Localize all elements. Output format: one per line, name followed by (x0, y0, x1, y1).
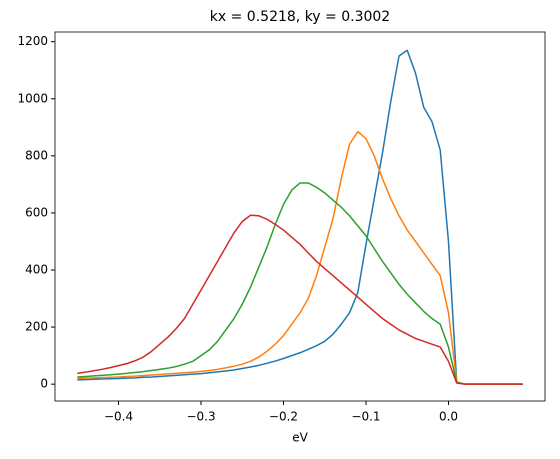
data-line (77, 130, 523, 385)
chart-title: kx = 0.5218, ky = 0.3002 (210, 9, 390, 25)
y-tick-label: 0 (40, 377, 48, 391)
plot-frame (54, 31, 546, 402)
x-tick-label: −0.3 (186, 410, 215, 424)
y-tick-label: 1000 (17, 91, 48, 105)
y-tick-label: 200 (25, 320, 48, 334)
y-tick-label: 1200 (17, 34, 48, 48)
y-tick-label: 600 (25, 205, 48, 219)
y-tick-label: 800 (25, 148, 48, 162)
data-line (77, 214, 523, 385)
x-tick-label: −0.4 (104, 410, 133, 424)
y-tick-label: 400 (25, 263, 48, 277)
x-tick-label: 0.0 (439, 410, 458, 424)
data-line (77, 182, 523, 385)
data-line (77, 49, 523, 385)
x-axis-label: eV (292, 431, 308, 445)
x-tick-label: −0.2 (269, 410, 298, 424)
x-tick-label: −0.1 (351, 410, 380, 424)
